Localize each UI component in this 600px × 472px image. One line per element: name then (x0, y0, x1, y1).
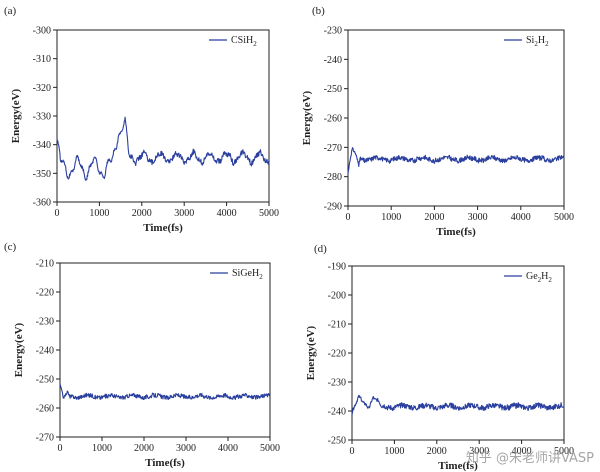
plot-frame (351, 265, 565, 441)
legend-label: Si2H2 (526, 35, 549, 48)
y-tick-label: -240 (328, 407, 346, 418)
x-tick-label: 5000 (554, 212, 574, 223)
y-axis-title: Energy(eV) (13, 322, 25, 377)
x-tick-label: 0 (350, 446, 355, 457)
x-tick-label: 2000 (424, 212, 444, 223)
x-tick-label: 1000 (384, 446, 404, 457)
y-tick-label: -290 (324, 202, 342, 213)
y-tick-label: -300 (33, 26, 51, 37)
x-tick-label: 3000 (468, 212, 488, 223)
y-tick-label: -270 (324, 143, 342, 154)
y-tick-label: -250 (36, 375, 54, 386)
x-tick-label: 5000 (259, 208, 279, 219)
panel-label: (b) (312, 5, 325, 17)
panel-label: (c) (4, 241, 17, 253)
x-tick-label: 4000 (512, 446, 532, 457)
y-tick-label: -210 (328, 320, 346, 331)
legend-label: Ge2H2 (526, 271, 552, 284)
y-tick-label: -220 (328, 349, 346, 360)
x-tick-label: 4000 (511, 212, 531, 223)
y-tick-label: -240 (324, 55, 342, 66)
y-axis-title: Energy(eV) (10, 88, 22, 143)
plot-frame (59, 262, 271, 438)
x-axis-title: Time(fs) (436, 226, 476, 238)
y-tick-label: -230 (36, 317, 54, 328)
x-tick-label: 4000 (217, 208, 237, 219)
x-tick-label: 0 (58, 443, 63, 454)
y-tick-label: -260 (324, 114, 342, 125)
plot-frame (56, 29, 270, 203)
data-series-line (56, 116, 270, 181)
x-tick-label: 0 (346, 212, 351, 223)
y-tick-label: -240 (36, 346, 54, 357)
y-tick-label: -230 (324, 26, 342, 37)
x-axis-title: Time(fs) (438, 460, 478, 472)
y-tick-label: -270 (36, 433, 54, 444)
y-tick-label: -340 (33, 140, 51, 151)
y-tick-label: -320 (33, 83, 51, 94)
x-axis-title: Time(fs) (143, 222, 183, 234)
x-tick-label: 5000 (260, 443, 280, 454)
y-tick-label: -210 (36, 259, 54, 270)
x-tick-label: 3000 (176, 443, 196, 454)
x-tick-label: 3000 (469, 446, 489, 457)
x-tick-label: 5000 (554, 446, 574, 457)
x-tick-label: 3000 (174, 208, 194, 219)
y-tick-label: -360 (33, 198, 51, 209)
y-tick-label: -310 (33, 54, 51, 65)
y-tick-label: -250 (324, 84, 342, 95)
data-series-line (59, 384, 271, 401)
y-tick-label: -230 (328, 378, 346, 389)
y-tick-label: -260 (36, 404, 54, 415)
legend-label: CSiH2 (231, 35, 257, 48)
y-axis-title: Energy(eV) (301, 90, 313, 145)
y-tick-label: -220 (36, 288, 54, 299)
x-tick-label: 1000 (381, 212, 401, 223)
y-tick-label: -280 (324, 172, 342, 183)
x-tick-label: 2000 (134, 443, 154, 454)
y-tick-label: -330 (33, 112, 51, 123)
x-tick-label: 0 (55, 208, 60, 219)
y-tick-label: -350 (33, 169, 51, 180)
watermark-text: 知乎 @宋老师讲VASP (465, 451, 594, 466)
y-axis-title: Energy(eV) (305, 325, 317, 380)
x-tick-label: 1000 (89, 208, 109, 219)
y-tick-label: -250 (328, 436, 346, 447)
plot-frame (347, 29, 565, 207)
data-series-line (351, 394, 565, 416)
x-tick-label: 1000 (92, 443, 112, 454)
x-tick-label: 2000 (132, 208, 152, 219)
legend-label: SiGeH2 (232, 268, 263, 281)
y-tick-label: -190 (328, 262, 346, 273)
y-tick-label: -200 (328, 291, 346, 302)
x-axis-title: Time(fs) (145, 457, 185, 469)
panel-label: (a) (4, 5, 17, 17)
data-series-line (347, 147, 565, 174)
x-tick-label: 2000 (427, 446, 447, 457)
x-tick-label: 4000 (218, 443, 238, 454)
panel-label: (d) (314, 243, 327, 255)
